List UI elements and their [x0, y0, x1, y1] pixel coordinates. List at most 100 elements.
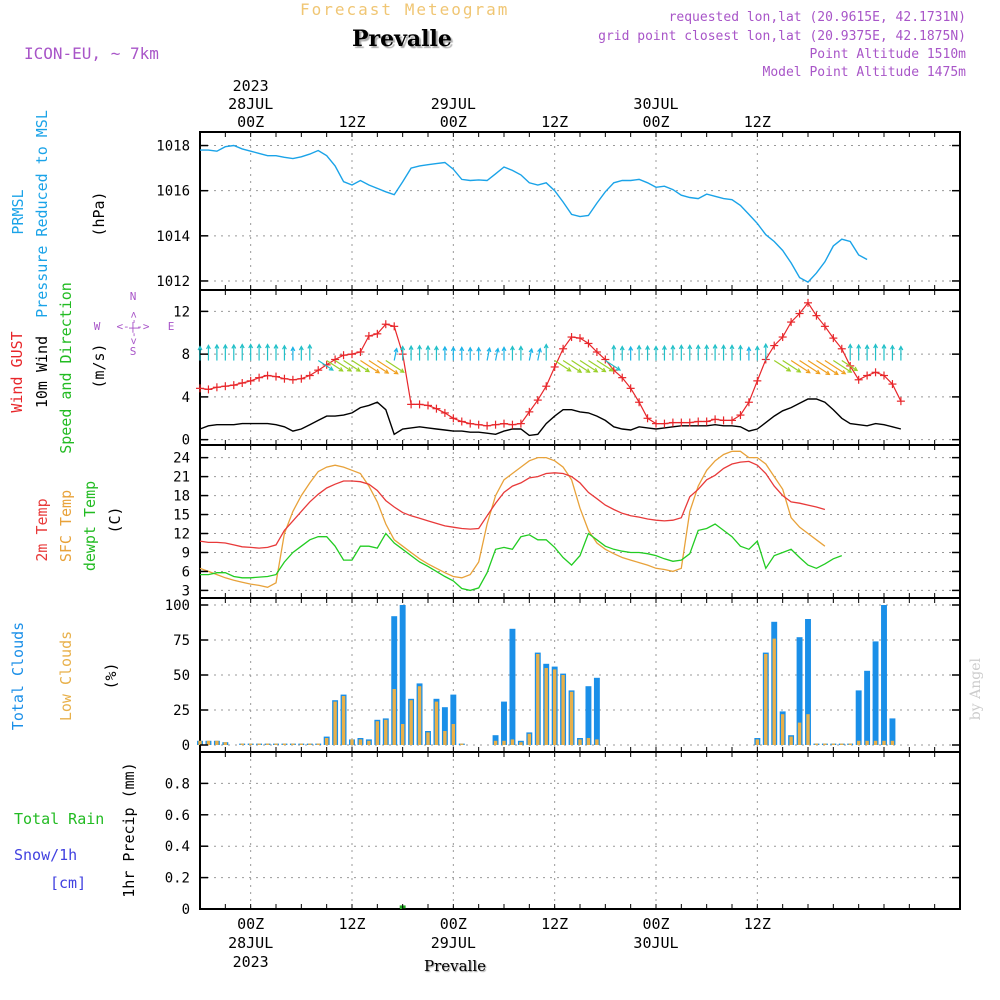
compass-w: W — [94, 320, 101, 333]
temp-2m-label: 2m Temp — [33, 498, 51, 561]
wind-direction-arrow — [799, 360, 821, 375]
arrow-head — [566, 367, 572, 372]
wind-direction-arrow — [596, 360, 614, 372]
low-cloud-bar — [358, 739, 363, 745]
bottom-date-label: 29JUL — [431, 934, 476, 952]
arrow-head — [486, 346, 492, 353]
low-cloud-bar — [561, 675, 565, 745]
compass-n: N — [130, 290, 137, 303]
arrow-head — [307, 343, 313, 349]
arrow-head — [467, 346, 473, 352]
wind-direction-arrow — [393, 347, 399, 361]
gust-marker — [871, 368, 880, 377]
gust-marker — [837, 344, 846, 353]
low-cloud-bar — [814, 743, 819, 745]
wind-direction-arrow — [273, 343, 279, 361]
arrow-shaft — [368, 360, 389, 374]
gust-marker — [550, 362, 559, 371]
low-cloud-bar — [527, 733, 532, 745]
arrow-shaft — [799, 360, 820, 375]
gust-marker — [432, 404, 441, 413]
low-cloud-bar — [341, 696, 346, 745]
wind-direction-arrow — [326, 360, 344, 372]
wind-direction-arrow — [653, 345, 659, 361]
gust-marker — [829, 334, 838, 343]
y-tick-label: 12 — [173, 527, 190, 543]
wind-direction-arrow — [467, 346, 473, 361]
wind-direction-arrow — [265, 343, 270, 361]
low-cloud-bar — [848, 743, 852, 745]
low-cloud-bar — [552, 669, 557, 745]
gust-line — [199, 301, 902, 427]
arrow-shaft — [486, 348, 491, 361]
wind-direction-arrow — [790, 360, 811, 374]
gust-marker — [694, 417, 703, 426]
y-tick-label: 100 — [165, 598, 190, 614]
arrow-head — [662, 344, 667, 350]
gust-marker — [770, 341, 779, 350]
gust-marker — [373, 329, 382, 338]
arrow-shaft — [816, 360, 839, 375]
low-cloud-bar — [400, 724, 405, 745]
total-cloud-bar — [399, 605, 406, 745]
gust-marker — [584, 339, 593, 348]
compass-h: <-|-> — [116, 320, 149, 333]
wind-direction-arrow — [307, 343, 313, 361]
low-cloud-bar — [350, 739, 354, 745]
wind-direction-arrow — [501, 346, 507, 361]
y-tick-label: 1012 — [156, 274, 190, 290]
gust-marker — [778, 333, 787, 342]
gust-marker — [635, 398, 644, 407]
y-tick-label: 0.2 — [165, 871, 190, 887]
arrow-head — [687, 344, 693, 350]
top-year-label: 2023 — [233, 77, 269, 95]
arrow-shaft — [562, 360, 582, 373]
wind-direction-arrow — [816, 360, 839, 376]
gust-marker — [305, 371, 314, 380]
y-tick-label: 15 — [173, 508, 190, 524]
wind-direction-arrow — [562, 360, 583, 373]
gust-marker — [272, 372, 280, 381]
total-cloud-bar — [593, 677, 600, 745]
gust-marker — [559, 344, 568, 353]
total-cloud-bar — [585, 686, 592, 745]
wind-direction-arrow — [434, 345, 439, 361]
low-cloud-bar — [797, 722, 802, 745]
wind-direction-arrow — [494, 347, 500, 361]
wind-direction-arrow — [290, 346, 296, 361]
arrow-head — [518, 345, 524, 351]
low-cloud-bar — [873, 740, 878, 745]
gust-marker — [457, 417, 466, 426]
low-cloud-bar — [240, 743, 244, 745]
arrow-shaft — [571, 360, 590, 373]
arrow-head — [399, 368, 405, 373]
gust-marker — [744, 398, 753, 407]
wind-direction-arrow — [628, 345, 634, 361]
y-tick-label: 9 — [182, 545, 190, 561]
credit-watermark: by Angel — [968, 658, 984, 721]
total-cloud-bar — [855, 690, 862, 745]
low-cloud-bar — [460, 743, 464, 745]
arrow-head — [338, 367, 344, 372]
wind-direction-arrow — [763, 342, 769, 361]
low-cloud-bar — [806, 714, 810, 745]
top-time-label: 12Z — [744, 113, 771, 131]
precip-rain-label: Total Rain — [14, 810, 104, 828]
arrow-head — [537, 347, 542, 353]
arrow-head — [746, 346, 752, 352]
arrow-shaft — [554, 360, 571, 372]
low-cloud-bar — [823, 743, 827, 745]
y-tick-label: 6 — [182, 564, 190, 580]
y-tick-label: 0 — [182, 902, 190, 918]
arrow-shaft — [317, 360, 334, 371]
gust-marker — [753, 376, 762, 385]
total-cloud-bar — [805, 619, 811, 745]
wind-direction-arrow — [662, 344, 667, 361]
low-cloud-bar — [831, 743, 836, 745]
low-cloud-bar — [443, 731, 447, 745]
low-cloud-bar — [367, 740, 371, 745]
gust-marker — [896, 397, 905, 406]
gust-marker — [246, 376, 255, 385]
gust-marker — [812, 311, 821, 320]
arrow-head — [214, 343, 220, 349]
